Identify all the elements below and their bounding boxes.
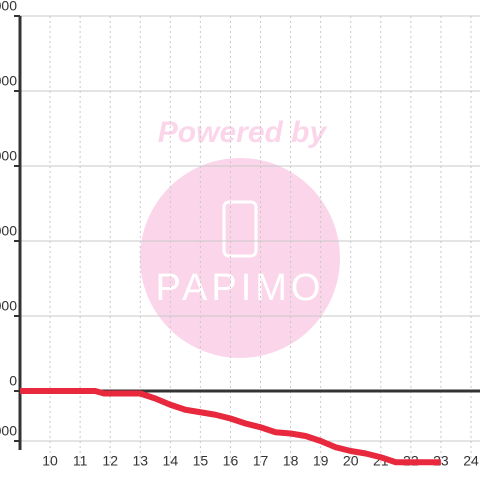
x-tick-label: 13: [132, 453, 148, 469]
y-tick-label: 0: [9, 373, 17, 389]
x-tick-label: 10: [42, 453, 58, 469]
watermark-circle: [140, 158, 340, 358]
plot: 101112131415161718192021222324-20,000030…: [0, 0, 480, 469]
x-tick-label: 11: [73, 453, 88, 469]
y-tick-label: 90,000: [0, 148, 17, 164]
x-tick-label: 17: [253, 453, 269, 469]
y-tick-label: 60,000: [0, 223, 17, 239]
x-tick-label: 12: [102, 453, 118, 469]
x-tick-label: 16: [223, 453, 239, 469]
x-tick-label: 19: [313, 453, 329, 469]
watermark-logo: PAPIMO: [156, 267, 325, 309]
series-line: [20, 388, 441, 466]
x-tick-label: 18: [283, 453, 299, 469]
y-tick-label: 30,000: [0, 298, 17, 314]
watermark: Powered by PAPIMO: [140, 116, 340, 358]
x-tick-label: 20: [343, 453, 359, 469]
y-tick-label: -20,000: [0, 423, 17, 439]
x-tick-label: 24: [463, 453, 479, 469]
watermark-text: Powered by: [158, 116, 328, 149]
x-tick-label: 14: [163, 453, 179, 469]
x-tick-label: 15: [193, 453, 209, 469]
watermark-phone: [222, 200, 258, 258]
y-tick-label: 120,000: [0, 73, 17, 89]
y-tick-label: 150,000: [0, 0, 17, 14]
